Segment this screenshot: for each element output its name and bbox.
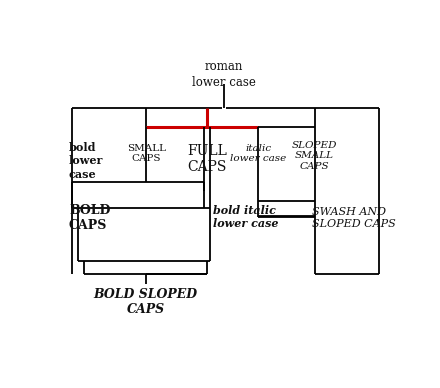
Text: BOLD SLOPED
CAPS: BOLD SLOPED CAPS — [94, 288, 198, 316]
Text: bold
lower
case: bold lower case — [69, 142, 103, 180]
Text: BOLD
CAPS: BOLD CAPS — [69, 204, 110, 232]
Text: SWASH AND
SLOPED CAPS: SWASH AND SLOPED CAPS — [312, 208, 395, 229]
Text: bold italic
lower case: bold italic lower case — [213, 205, 279, 229]
Text: roman
lower case: roman lower case — [192, 61, 256, 89]
Text: SLOPED
SMALL
CAPS: SLOPED SMALL CAPS — [292, 140, 337, 171]
Text: SMALL
CAPS: SMALL CAPS — [127, 144, 166, 163]
Text: italic
lower case: italic lower case — [230, 144, 286, 163]
Text: FULL
CAPS: FULL CAPS — [187, 144, 227, 174]
